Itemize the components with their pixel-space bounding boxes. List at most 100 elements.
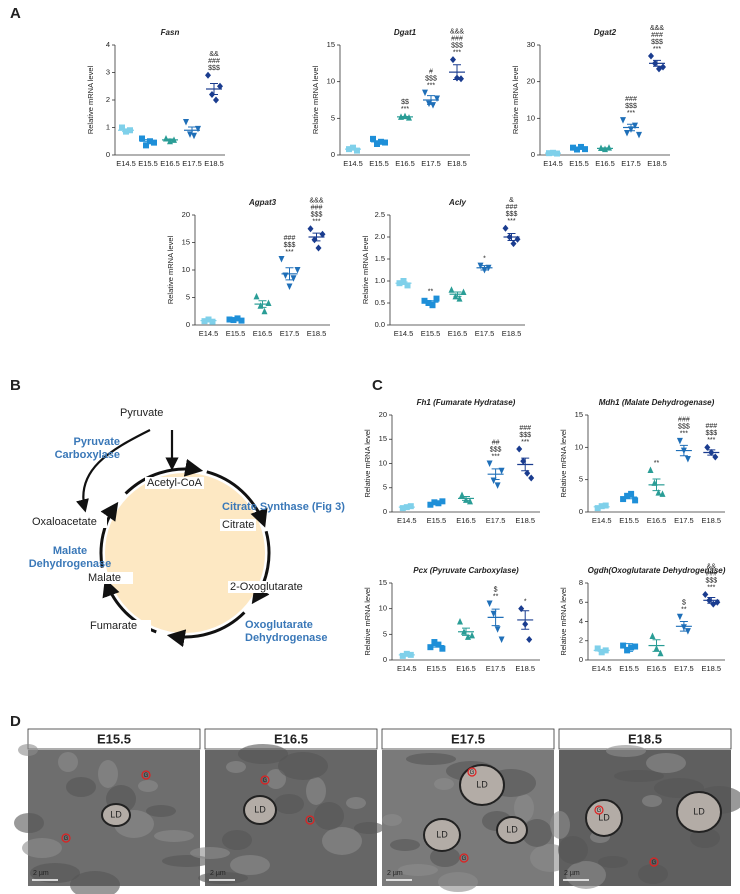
golgi-marker (594, 805, 604, 815)
y-tick-label: 3 (106, 67, 110, 76)
chart-title: Dgat2 (594, 28, 617, 37)
significance-label: ** (654, 460, 660, 467)
error-bar (210, 83, 218, 95)
texture (558, 836, 588, 864)
x-tick-label: E15.5 (427, 516, 447, 525)
data-point (191, 132, 197, 140)
significance-label: ### (625, 96, 637, 103)
data-point (374, 141, 380, 147)
golgi-label: G (470, 770, 475, 776)
cycle-arrow (124, 458, 204, 495)
data-point (632, 497, 639, 504)
x-tick-label: E15.5 (138, 159, 158, 168)
data-point (205, 316, 212, 323)
x-tick-label: E16.5 (647, 516, 667, 525)
y-tick-label: 0 (106, 150, 110, 159)
enzyme: Malate Dehydrogenase (28, 545, 112, 570)
y-tick-label: 1.0 (375, 276, 385, 285)
error-bar (625, 643, 634, 652)
golgi-label: G (308, 818, 313, 824)
x-tick-label: E15.5 (226, 329, 246, 338)
data-point (434, 95, 440, 103)
significance-label: $ (494, 586, 498, 593)
data-point (448, 286, 455, 293)
data-point (458, 75, 464, 83)
enzyme: Pyruvate Carboxylase (54, 436, 120, 461)
x-tick-label: E17.5 (621, 159, 641, 168)
chart-title: Dgat1 (394, 28, 417, 37)
x-tick-label: E17.5 (475, 329, 495, 338)
texture (566, 861, 606, 889)
error-bar (707, 596, 716, 604)
data-point (649, 632, 656, 639)
y-tick-label: 10 (379, 458, 387, 467)
significance-label: $$$ (705, 430, 717, 437)
lipid-droplet (459, 764, 505, 806)
y-axis-label: Relative mRNA level (363, 587, 372, 656)
data-point (602, 502, 609, 509)
chart-title: Acly (448, 198, 466, 207)
texture (430, 847, 460, 867)
metabolite: Fumarate (88, 620, 152, 632)
data-point (620, 496, 627, 503)
texture (438, 872, 478, 892)
data-point (457, 618, 463, 625)
stage-label: E15.5 (97, 731, 131, 746)
golgi-label: G (597, 808, 602, 814)
texture (66, 777, 96, 797)
lipid-label: LD (693, 806, 705, 816)
y-tick-label: 15 (379, 434, 387, 443)
error-bar (401, 116, 409, 118)
x-tick-label: E18.5 (515, 664, 535, 673)
texture (382, 814, 402, 826)
x-tick-label: E17.5 (421, 159, 441, 168)
data-point (294, 267, 301, 274)
y-tick-label: 0 (579, 655, 583, 664)
x-tick-label: E17.5 (486, 516, 506, 525)
x-tick-label: E16.5 (160, 159, 180, 168)
data-point (620, 642, 627, 649)
significance-label: *** (427, 83, 435, 90)
golgi-marker (649, 857, 659, 867)
error-bar (491, 608, 500, 627)
x-tick-label: E16.5 (395, 159, 415, 168)
chart-title: Pcx (Pyruvate Carboxylase) (413, 566, 519, 575)
data-point (238, 317, 245, 324)
significance-label: *** (285, 249, 293, 256)
texture (614, 770, 664, 782)
metabolite: Pyruvate (118, 407, 166, 419)
data-point (286, 283, 293, 290)
data-point (502, 224, 509, 232)
data-point (439, 498, 446, 505)
data-point (659, 490, 666, 497)
significance-label: &&& (450, 29, 464, 36)
data-point (290, 275, 297, 282)
data-point (456, 295, 463, 302)
error-bar (597, 648, 606, 652)
lipid-label: LD (436, 829, 448, 839)
data-point (624, 647, 631, 654)
x-tick-label: E14.5 (199, 329, 219, 338)
data-point (143, 142, 149, 149)
data-point (628, 490, 635, 497)
x-tick-label: E16.5 (253, 329, 273, 338)
y-axis-label: Relative mRNA level (363, 429, 372, 498)
x-tick-label: E18.5 (447, 159, 467, 168)
x-tick-label: E15.5 (421, 329, 441, 338)
significance-label: *** (707, 584, 715, 591)
scale-label: 2 µm (387, 870, 403, 877)
data-point (422, 89, 428, 97)
golgi-marker (305, 815, 315, 825)
chart-title: Ogdh(Oxoglutarate Dehydrogenase) (588, 566, 726, 575)
texture (646, 753, 686, 773)
data-point (498, 636, 505, 643)
significance-label: ** (681, 607, 687, 614)
cycle-fill (105, 473, 265, 633)
data-point (450, 56, 456, 64)
significance-label: ### (651, 32, 663, 39)
error-bar (231, 318, 240, 321)
y-tick-label: 4 (106, 40, 110, 49)
x-tick-label: E15.5 (427, 664, 447, 673)
texture (522, 819, 552, 847)
